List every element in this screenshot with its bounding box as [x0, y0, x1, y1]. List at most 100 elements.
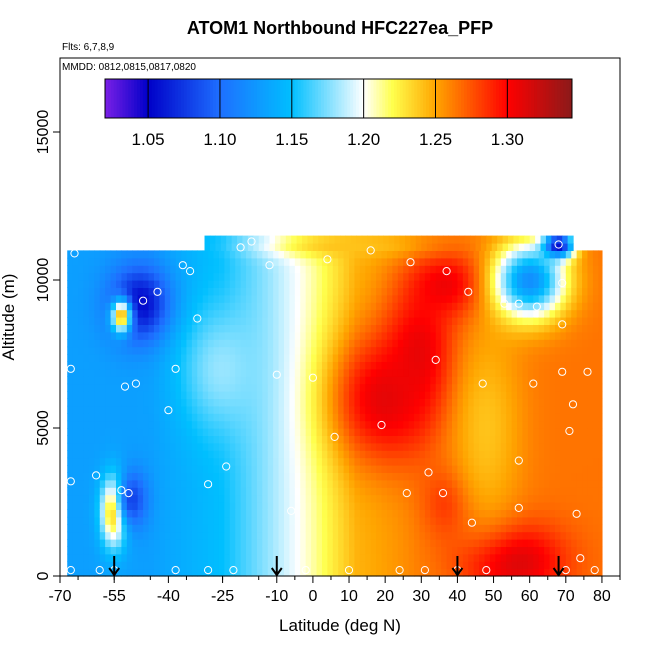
field-cell — [289, 324, 296, 333]
field-cell — [164, 435, 171, 444]
colorbar-segment — [536, 79, 541, 118]
field-cell — [338, 265, 345, 274]
colorbar-segment — [510, 79, 515, 118]
field-cell — [213, 324, 220, 333]
field-cell — [262, 368, 269, 377]
field-cell — [224, 272, 231, 281]
field-cell — [284, 428, 291, 436]
field-cell — [527, 346, 534, 355]
field-cell — [132, 553, 139, 562]
colorbar-segment — [455, 79, 459, 118]
field-cell — [99, 487, 106, 496]
field-cell — [538, 494, 545, 503]
field-cell — [224, 531, 231, 540]
field-cell — [424, 257, 431, 266]
field-cell — [197, 294, 204, 303]
sample-point — [171, 566, 180, 575]
field-cell — [517, 309, 524, 318]
field-cell — [327, 509, 334, 518]
field-cell — [435, 383, 442, 392]
field-cell — [392, 428, 399, 436]
field-cell — [457, 339, 464, 348]
field-cell — [300, 487, 307, 496]
field-cell — [554, 457, 561, 466]
field-cell — [403, 561, 410, 570]
field-cell — [148, 376, 155, 385]
field-cell — [164, 361, 171, 370]
field-cell — [522, 272, 529, 281]
field-cell — [191, 257, 198, 266]
field-cell — [240, 524, 247, 533]
field-cell — [359, 368, 366, 377]
field-cell — [213, 280, 220, 288]
field-cell — [332, 472, 339, 481]
field-cell — [522, 516, 529, 525]
field-cell — [338, 398, 345, 407]
colorbar-segment — [373, 79, 377, 118]
field-cell — [500, 450, 507, 459]
field-cell — [403, 553, 410, 562]
field-cell — [424, 302, 431, 311]
field-cell — [419, 391, 426, 399]
field-cell — [273, 457, 280, 466]
field-cell — [88, 280, 95, 288]
field-cell — [289, 339, 296, 348]
field-cell — [300, 317, 307, 325]
field-cell — [489, 487, 496, 496]
field-cell — [218, 553, 225, 562]
field-cell — [392, 280, 399, 288]
field-cell — [582, 257, 589, 266]
field-cell — [170, 442, 177, 451]
field-cell — [457, 516, 464, 525]
field-cell — [191, 472, 198, 481]
field-cell — [381, 561, 388, 570]
field-cell — [251, 531, 258, 540]
field-cell — [462, 250, 469, 259]
field-cell — [311, 420, 318, 429]
field-cell — [495, 317, 502, 325]
field-cell — [181, 568, 188, 577]
field-cell — [392, 309, 399, 318]
field-cell — [305, 354, 312, 362]
field-cell — [527, 420, 534, 429]
field-cell — [148, 398, 155, 407]
field-cell — [408, 398, 415, 407]
field-cell — [446, 465, 453, 473]
colorbar-segment — [212, 79, 217, 118]
field-cell — [587, 368, 594, 377]
field-cell — [191, 539, 198, 547]
field-cell — [397, 509, 404, 518]
field-cell — [517, 516, 524, 525]
field-cell — [208, 494, 215, 503]
field-cell — [99, 331, 106, 340]
field-cell — [419, 420, 426, 429]
field-cell — [533, 250, 540, 259]
y-tick-label: 15000 — [35, 110, 52, 155]
field-cell — [94, 561, 101, 570]
field-cell — [430, 331, 437, 340]
field-cell — [78, 428, 85, 436]
field-cell — [132, 368, 139, 377]
field-cell — [153, 405, 160, 414]
field-cell — [289, 250, 296, 259]
field-cell — [452, 420, 459, 429]
field-cell — [441, 509, 448, 518]
field-cell — [159, 280, 166, 288]
field-cell — [256, 494, 263, 503]
field-cell — [240, 435, 247, 444]
field-cell — [159, 257, 166, 266]
field-cell — [218, 331, 225, 340]
field-cell — [235, 398, 242, 407]
field-cell — [392, 546, 399, 555]
field-cell — [218, 317, 225, 325]
field-cell — [251, 502, 258, 510]
field-cell — [560, 331, 567, 340]
field-cell — [365, 472, 372, 481]
field-cell — [278, 413, 285, 422]
field-cell — [175, 465, 182, 473]
field-cell — [403, 450, 410, 459]
field-cell — [78, 398, 85, 407]
field-cell — [218, 509, 225, 518]
field-cell — [246, 479, 253, 488]
field-cell — [67, 516, 74, 525]
